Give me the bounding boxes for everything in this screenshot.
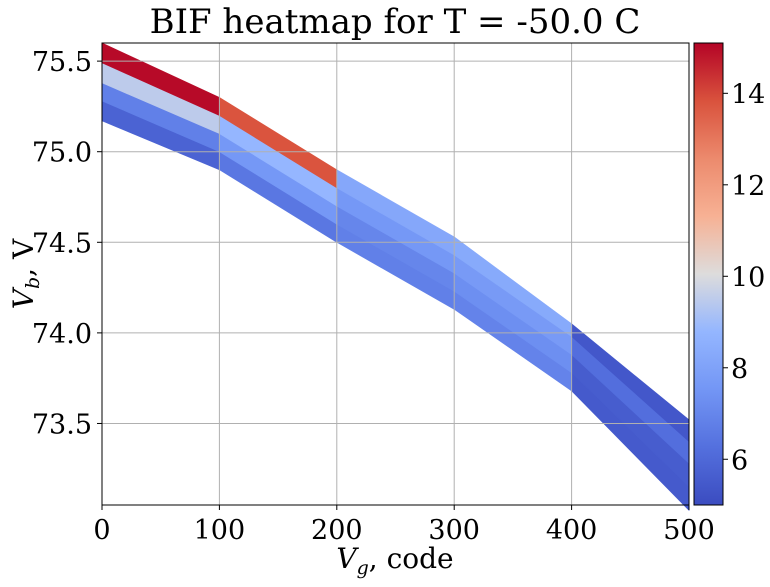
x-tick-label: 200 [311,515,363,546]
plot-frame [101,42,690,506]
colorbar [693,42,724,506]
x-tick-label: 100 [194,515,246,546]
colorbar-ticks: 6 8 10 12 14 [723,79,765,476]
x-tick-label: 500 [663,515,715,546]
x-tick-label: 400 [546,515,598,546]
y-tick-label: 74.5 [32,228,92,259]
y-axis-label: Vb, V [7,238,44,309]
x-tick-label: 0 [93,515,110,546]
y-tick-label: 74.0 [32,319,92,350]
y-axis-ticks: 73.5 74.0 74.5 75.0 75.5 [32,47,102,440]
x-axis-label: Vg, code [336,542,453,579]
colorbar-tick-label: 8 [731,354,748,385]
colorbar-tick-label: 14 [731,79,765,110]
x-axis-ticks: 0 100 200 300 400 500 [93,505,715,546]
y-tick-label: 75.5 [32,47,92,78]
y-tick-label: 75.0 [32,138,92,169]
y-tick-label: 73.5 [32,409,92,440]
x-tick-label: 300 [428,515,480,546]
heatmap-cells [101,42,690,512]
colorbar-tick-label: 10 [731,262,765,293]
colorbar-tick-label: 6 [731,445,748,476]
chart-title: BIF heatmap for T = -50.0 C [150,2,641,42]
colorbar-tick-label: 12 [731,171,765,202]
